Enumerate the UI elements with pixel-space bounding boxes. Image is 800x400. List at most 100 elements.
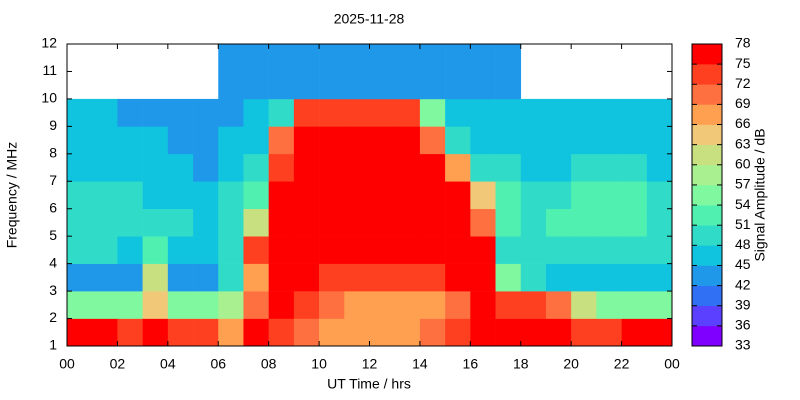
y-axis-label: Frequency / MHz bbox=[4, 142, 20, 249]
heat-cell bbox=[268, 181, 295, 210]
heat-cell bbox=[218, 153, 244, 182]
heat-cell bbox=[394, 208, 421, 237]
heat-cell bbox=[470, 181, 496, 210]
heat-cell bbox=[520, 236, 547, 264]
heat-cell bbox=[319, 126, 345, 155]
heat-cell bbox=[369, 181, 396, 210]
colorbar-tick-label: 66 bbox=[735, 115, 751, 131]
heat-cell bbox=[193, 181, 219, 210]
heat-cell bbox=[621, 208, 648, 237]
heat-cell bbox=[445, 181, 471, 210]
heat-cell bbox=[167, 181, 194, 210]
heat-cell bbox=[344, 263, 370, 292]
heat-cell bbox=[344, 208, 370, 237]
heat-cell bbox=[445, 98, 471, 127]
heat-cell bbox=[67, 126, 93, 155]
heat-cell bbox=[268, 153, 295, 182]
heat-cell bbox=[167, 126, 194, 155]
heat-cell bbox=[621, 98, 648, 127]
colorbar-band bbox=[692, 325, 722, 347]
heat-cell bbox=[67, 208, 93, 237]
heat-cell bbox=[67, 291, 93, 319]
colorbar-band bbox=[692, 124, 722, 145]
heat-cell bbox=[571, 181, 597, 210]
heat-cell bbox=[92, 208, 118, 237]
heat-cell bbox=[470, 126, 496, 155]
colorbar-band bbox=[692, 144, 722, 166]
colorbar-band bbox=[692, 225, 722, 246]
x-tick-label: 18 bbox=[513, 356, 529, 372]
heat-cell bbox=[243, 236, 269, 264]
heat-cell bbox=[596, 236, 622, 264]
heat-cell bbox=[344, 318, 370, 347]
heat-cell bbox=[218, 71, 244, 100]
heat-cell bbox=[193, 126, 219, 155]
heat-cell bbox=[92, 181, 118, 210]
heat-cell bbox=[520, 181, 547, 210]
heat-cell bbox=[646, 208, 673, 237]
heat-cell bbox=[193, 208, 219, 237]
heat-cell bbox=[571, 318, 597, 347]
heat-cell bbox=[470, 98, 496, 127]
heat-cell bbox=[419, 126, 446, 155]
heat-cell bbox=[419, 181, 446, 210]
heat-cell bbox=[243, 126, 269, 155]
colorbar-tick-label: 42 bbox=[735, 276, 751, 292]
heat-cell bbox=[646, 181, 673, 210]
heat-cell bbox=[545, 181, 572, 210]
heat-cell bbox=[419, 291, 446, 319]
heat-cell bbox=[419, 153, 446, 182]
heat-cell bbox=[293, 153, 320, 182]
heat-cell bbox=[470, 208, 496, 237]
heat-cell bbox=[419, 44, 446, 72]
heat-cell bbox=[193, 318, 219, 347]
heat-cell bbox=[646, 318, 673, 347]
heat-cell bbox=[495, 98, 522, 127]
x-tick-label: 16 bbox=[463, 356, 479, 372]
heat-cell bbox=[571, 236, 597, 264]
heat-cell bbox=[319, 236, 345, 264]
heat-cell bbox=[596, 208, 622, 237]
heat-cell bbox=[596, 98, 622, 127]
heat-cell bbox=[142, 291, 169, 319]
heat-cell bbox=[268, 208, 295, 237]
y-tick-label: 12 bbox=[41, 35, 57, 51]
x-tick-label: 22 bbox=[614, 356, 630, 372]
y-tick-label: 3 bbox=[49, 282, 57, 298]
heat-cell bbox=[319, 318, 345, 347]
heat-cell bbox=[369, 71, 396, 100]
x-tick-label: 10 bbox=[311, 356, 327, 372]
heat-cell bbox=[319, 263, 345, 292]
heat-cell bbox=[394, 263, 421, 292]
heat-cell bbox=[142, 153, 169, 182]
y-tick-label: 7 bbox=[49, 172, 57, 188]
x-tick-label: 00 bbox=[59, 356, 75, 372]
heat-cell bbox=[293, 126, 320, 155]
heat-cell bbox=[344, 236, 370, 264]
heat-cell bbox=[293, 71, 320, 100]
heat-cell bbox=[445, 126, 471, 155]
heat-cell bbox=[445, 318, 471, 347]
colorbar-tick-label: 78 bbox=[735, 35, 751, 51]
heat-cell bbox=[344, 44, 370, 72]
heat-cell bbox=[369, 318, 396, 347]
heat-cell bbox=[419, 263, 446, 292]
y-tick-label: 2 bbox=[49, 309, 57, 325]
heat-cell bbox=[67, 236, 93, 264]
y-tick-label: 9 bbox=[49, 117, 57, 133]
heat-cell bbox=[243, 291, 269, 319]
heat-cell bbox=[545, 153, 572, 182]
heat-cell bbox=[167, 153, 194, 182]
heat-cell bbox=[319, 71, 345, 100]
heat-cell bbox=[268, 44, 295, 72]
x-tick-label: 02 bbox=[110, 356, 126, 372]
heat-cell bbox=[495, 153, 522, 182]
heat-cell bbox=[596, 291, 622, 319]
heat-cell bbox=[545, 318, 572, 347]
y-tick-label: 6 bbox=[49, 199, 57, 215]
heat-cell bbox=[67, 98, 93, 127]
heat-cell bbox=[470, 318, 496, 347]
heat-cell bbox=[218, 318, 244, 347]
colorbar-band bbox=[692, 205, 722, 226]
heat-cell bbox=[394, 71, 421, 100]
